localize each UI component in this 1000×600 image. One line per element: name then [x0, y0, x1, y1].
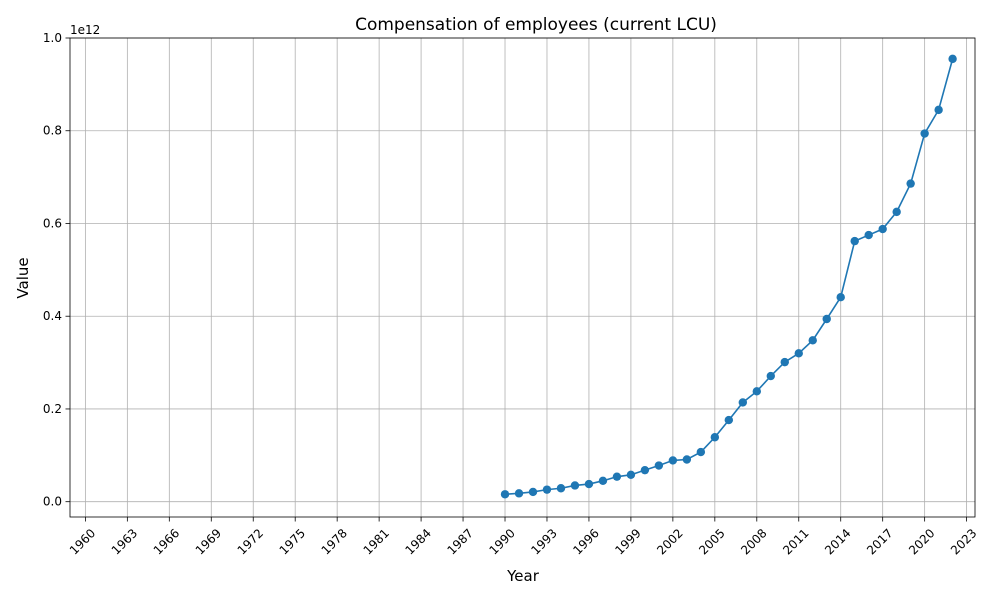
data-point [612, 472, 622, 481]
data-point [766, 371, 775, 381]
data-point [738, 398, 748, 407]
x-axis-title: Year [506, 567, 540, 585]
x-tick-label: 2023 [948, 526, 979, 557]
data-point [556, 484, 566, 493]
data-point [710, 433, 720, 442]
x-tick-label: 1996 [570, 526, 601, 557]
data-point [878, 224, 887, 234]
x-tick-label: 1972 [235, 526, 266, 557]
data-point [598, 476, 608, 486]
data-point [584, 479, 594, 489]
data-point [682, 455, 692, 464]
data-point [724, 415, 734, 425]
y-tick-label: 0.4 [43, 309, 62, 323]
data-point [850, 236, 859, 246]
y-tick-label: 0.6 [43, 216, 62, 230]
data-point [752, 387, 761, 396]
x-tick-label: 1999 [612, 526, 643, 557]
data-point [542, 485, 552, 494]
x-tick-label: 2017 [864, 526, 895, 557]
data-point [836, 293, 845, 302]
y-tick-label: 0.0 [43, 495, 62, 509]
y-axis-title: Value [14, 257, 32, 298]
data-point [892, 207, 901, 217]
x-tick-label: 1960 [67, 526, 98, 557]
x-tick-label: 1969 [193, 526, 224, 557]
chart-title: Compensation of employees (current LCU) [355, 15, 717, 35]
x-tick-label: 2011 [780, 526, 811, 557]
data-point [920, 129, 929, 138]
data-point [864, 230, 873, 240]
grid-layer [70, 37, 975, 517]
data-point [780, 357, 789, 367]
data-point [668, 456, 678, 465]
x-tick-label: 1978 [319, 526, 350, 557]
data-point [948, 54, 957, 64]
x-tick-label: 1990 [486, 526, 517, 557]
x-tick-label: 2002 [654, 526, 685, 557]
data-point [640, 465, 650, 475]
x-tick-label: 1981 [361, 526, 392, 557]
y-axis-offset-label: 1e12 [70, 23, 100, 37]
data-point [934, 105, 943, 115]
series-line [504, 58, 954, 496]
x-tick-label: 2014 [822, 526, 853, 557]
data-point [528, 487, 538, 497]
data-point [514, 489, 524, 498]
data-point [500, 490, 510, 499]
y-tick-label: 0.8 [43, 124, 62, 138]
x-tick-label: 1966 [151, 526, 182, 557]
data-point [626, 470, 636, 480]
series-layer [500, 54, 957, 499]
plot-frame [69, 37, 976, 518]
data-point [822, 314, 831, 324]
x-tick-label: 1975 [277, 526, 308, 557]
data-point [696, 447, 706, 457]
data-point [906, 179, 915, 188]
x-tick-label: 2020 [906, 526, 937, 557]
data-point [794, 349, 803, 358]
x-tick-label: 2005 [696, 526, 727, 557]
y-tick-label: 0.2 [43, 402, 62, 416]
x-tick-label: 1963 [109, 526, 140, 557]
x-tick-label: 2008 [738, 526, 769, 557]
data-point [808, 336, 817, 345]
x-tick-label: 1993 [528, 526, 559, 557]
x-tick-label: 1987 [444, 526, 475, 557]
x-tick-label: 1984 [402, 526, 433, 557]
data-point [654, 461, 664, 470]
y-tick-label: 1.0 [43, 31, 62, 45]
data-point [570, 481, 580, 490]
